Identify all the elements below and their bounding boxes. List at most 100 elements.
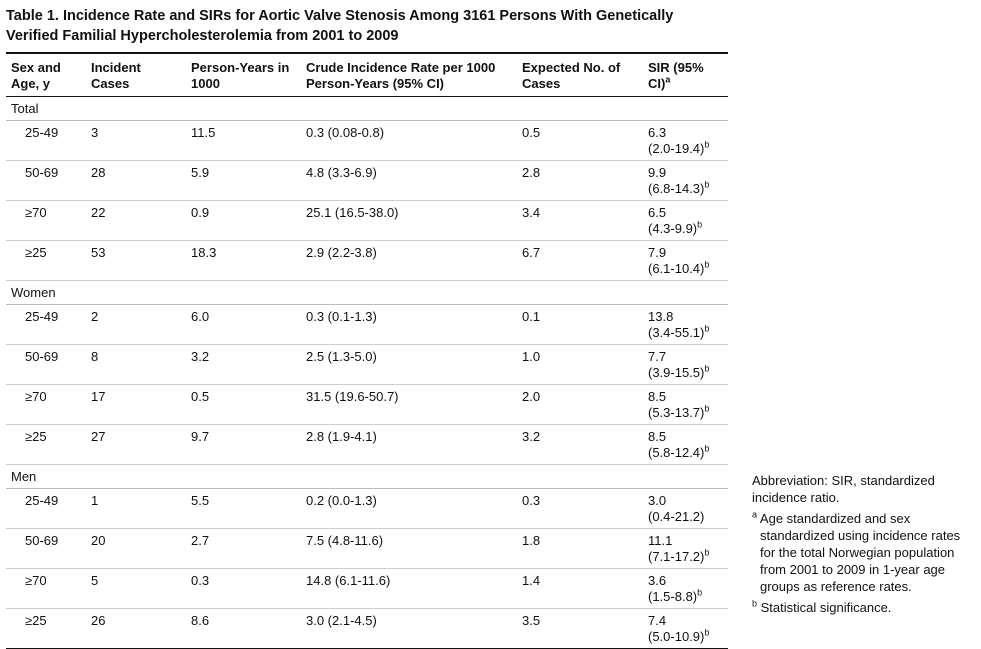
cell: 14.8 (6.1-11.6) — [301, 568, 517, 609]
sir-ci: (7.1-17.2)b — [648, 547, 724, 565]
sir-ci: (0.4-21.2) — [648, 509, 724, 525]
footnotes: Abbreviation: SIR, standardized incidenc… — [752, 472, 972, 620]
sir-value: 6.3 — [648, 125, 667, 140]
group-row: Women — [6, 280, 728, 305]
data-row: ≥25 27 9.7 2.8 (1.9-4.1) 3.2 8.5 (5.8-12.4)b — [6, 424, 728, 465]
cell: 17 — [86, 384, 186, 425]
footnote-mark: b — [752, 598, 758, 609]
cell: 5.9 — [186, 160, 301, 201]
significance-mark: b — [704, 627, 710, 638]
sir-ci-text: (5.3-13.7) — [648, 405, 705, 420]
significance-mark: b — [697, 219, 703, 230]
sir-ci: (4.3-9.9)b — [648, 219, 724, 237]
sir-value: 7.9 — [648, 245, 667, 260]
cell: 2.8 — [517, 160, 643, 201]
cell: 8 — [86, 344, 186, 385]
cell: 3.5 — [517, 608, 643, 649]
sir-ci: (5.0-10.9)b — [648, 627, 724, 645]
sir-ci-text: (1.5-8.8) — [648, 589, 698, 604]
column-header: SIR (95% CI)a — [643, 56, 728, 97]
significance-mark: b — [704, 403, 710, 414]
sir-value: 8.5 — [648, 389, 667, 404]
cell: 2.5 (1.3-5.0) — [301, 344, 517, 385]
sir-ci-text: (0.4-21.2) — [648, 509, 705, 524]
page: Table 1. Incidence Rate and SIRs for Aor… — [6, 6, 972, 649]
sir-ci: (5.3-13.7)b — [648, 403, 724, 421]
cell: ≥70 — [6, 384, 86, 425]
sir-ci-text: (2.0-19.4) — [648, 141, 705, 156]
sir-cell: 7.7 (3.9-15.5)b — [643, 344, 728, 385]
cell: 1.0 — [517, 344, 643, 385]
data-row: 50-69 8 3.2 2.5 (1.3-5.0) 1.0 7.7 (3.9-15.5)b — [6, 344, 728, 385]
cell: 2.7 — [186, 528, 301, 569]
cell: 20 — [86, 528, 186, 569]
sir-value: 13.8 — [648, 309, 674, 324]
cell: 53 — [86, 240, 186, 281]
group-label: Women — [6, 280, 728, 305]
cell: ≥70 — [6, 200, 86, 241]
significance-mark: b — [704, 363, 710, 374]
footnote: b Statistical significance. — [752, 599, 972, 616]
sir-cell: 6.5 (4.3-9.9)b — [643, 200, 728, 241]
cell: 6.0 — [186, 304, 301, 345]
cell: ≥70 — [6, 568, 86, 609]
cell: 28 — [86, 160, 186, 201]
significance-mark: b — [704, 443, 710, 454]
data-row: 25-49 1 5.5 0.2 (0.0-1.3) 0.3 3.0 (0.4-21.2) — [6, 488, 728, 529]
header-text: Incident Cases — [91, 60, 141, 91]
header-text: SIR (95% CI) — [648, 60, 704, 91]
sir-ci-text: (3.4-55.1) — [648, 325, 705, 340]
header-text: Sex and Age, y — [11, 60, 61, 91]
abbreviation-note: Abbreviation: SIR, standardized incidenc… — [752, 473, 935, 505]
sir-value: 3.6 — [648, 573, 667, 588]
cell: 25.1 (16.5-38.0) — [301, 200, 517, 241]
data-row: ≥70 5 0.3 14.8 (6.1-11.6) 1.4 3.6 (1.5-8.8)b — [6, 568, 728, 609]
cell: 2.0 — [517, 384, 643, 425]
significance-mark: b — [704, 179, 710, 190]
sir-cell: 8.5 (5.8-12.4)b — [643, 424, 728, 465]
cell: 27 — [86, 424, 186, 465]
column-header: Person-Years in 1000 — [186, 56, 301, 97]
cell: ≥25 — [6, 240, 86, 281]
significance-mark: b — [697, 587, 703, 598]
sir-ci: (6.1-10.4)b — [648, 260, 724, 277]
sir-value: 7.7 — [648, 349, 667, 364]
cell: 22 — [86, 200, 186, 241]
sir-ci-text: (3.9-15.5) — [648, 365, 705, 380]
cell: 1.8 — [517, 528, 643, 569]
cell: 3 — [86, 120, 186, 161]
column-header: Sex and Age, y — [6, 56, 86, 97]
table-title: Table 1. Incidence Rate and SIRs for Aor… — [6, 6, 728, 54]
cell: 18.3 — [186, 240, 301, 281]
sir-cell: 7.4 (5.0-10.9)b — [643, 608, 728, 649]
cell: 0.2 (0.0-1.3) — [301, 488, 517, 529]
sir-ci-text: (6.1-10.4) — [648, 261, 705, 276]
sir-value: 7.4 — [648, 613, 667, 628]
significance-mark: b — [704, 323, 710, 334]
data-row: ≥25 53 18.3 2.9 (2.2-3.8) 6.7 7.9 (6.1-10.4)b — [6, 240, 728, 281]
cell: 8.6 — [186, 608, 301, 649]
significance-mark: b — [704, 547, 710, 558]
sir-ci: (6.8-14.3)b — [648, 179, 724, 197]
cell: 25-49 — [6, 304, 86, 345]
sir-ci: (5.8-12.4)b — [648, 443, 724, 461]
sir-value: 3.0 — [648, 493, 667, 508]
cell: 2.8 (1.9-4.1) — [301, 424, 517, 465]
group-label: Total — [6, 96, 728, 121]
cell: 6.7 — [517, 240, 643, 281]
cell: 3.0 (2.1-4.5) — [301, 608, 517, 649]
cell: 2.9 (2.2-3.8) — [301, 240, 517, 281]
data-row: ≥70 17 0.5 31.5 (19.6-50.7) 2.0 8.5 (5.3-13.7)… — [6, 384, 728, 425]
cell: 26 — [86, 608, 186, 649]
cell: 4.8 (3.3-6.9) — [301, 160, 517, 201]
cell: 50-69 — [6, 344, 86, 385]
data-table: Sex and Age, y Incident Cases Person-Years… — [6, 56, 728, 649]
sir-cell: 11.1 (7.1-17.2)b — [643, 528, 728, 569]
sir-cell: 9.9 (6.8-14.3)b — [643, 160, 728, 201]
sir-cell: 8.5 (5.3-13.7)b — [643, 384, 728, 425]
sir-cell: 7.9 (6.1-10.4)b — [643, 240, 728, 281]
cell: 0.3 (0.1-1.3) — [301, 304, 517, 345]
sir-cell: 3.6 (1.5-8.8)b — [643, 568, 728, 609]
cell: 25-49 — [6, 488, 86, 529]
cell: 11.5 — [186, 120, 301, 161]
